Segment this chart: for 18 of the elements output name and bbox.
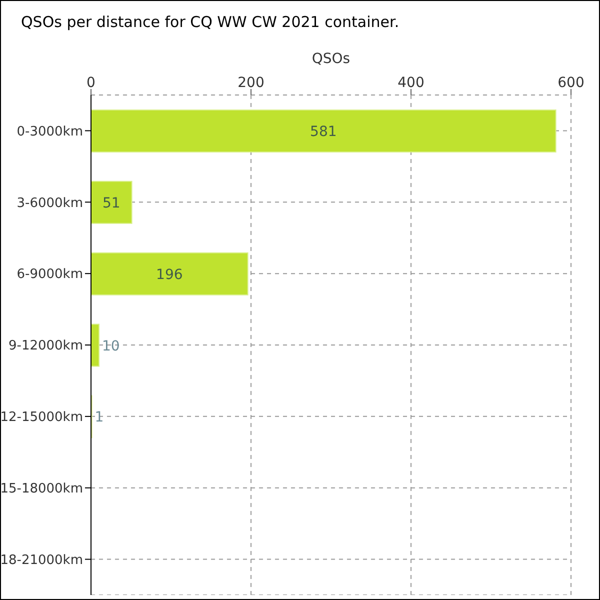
data-label: 51 <box>102 195 120 212</box>
y-tick-label: 6-9000km <box>16 267 83 282</box>
data-label: 581 <box>310 124 337 140</box>
data-label: 10 <box>102 338 120 354</box>
y-tick-label: 0-3000km <box>16 124 83 140</box>
x-axis-title: QSOs <box>310 51 352 67</box>
x-tick-label: 400 <box>398 75 424 91</box>
y-tick-label: 18-21000km <box>0 552 83 568</box>
chart-title: QSOs per distance for CQ WW CW 2021 container. <box>21 13 400 31</box>
data-label: 196 <box>156 266 183 283</box>
x-tick-label: 600 <box>558 75 584 91</box>
data-label: 1 <box>94 410 104 426</box>
y-tick-label: 9-12000km <box>8 338 83 354</box>
x-tick-label: 0 <box>86 75 96 91</box>
y-tick-label: 15-18000km <box>0 481 83 496</box>
x-tick-label: 200 <box>238 75 264 91</box>
y-tick-label: 12-15000km <box>0 410 83 426</box>
y-tick-label: 3-6000km <box>16 196 83 211</box>
